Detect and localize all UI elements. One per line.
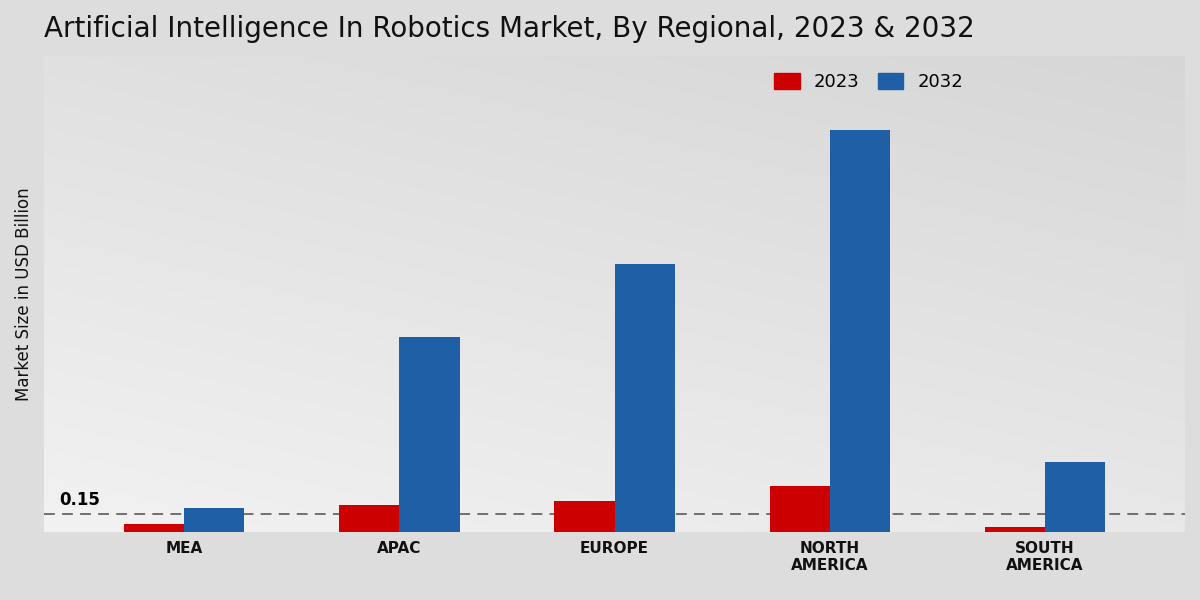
Text: Artificial Intelligence In Robotics Market, By Regional, 2023 & 2032: Artificial Intelligence In Robotics Mark… (44, 15, 974, 43)
Bar (830, 130, 890, 532)
Text: 0.15: 0.15 (59, 491, 100, 509)
Bar (184, 508, 245, 532)
Bar (554, 500, 614, 532)
Bar (769, 486, 830, 532)
Bar (614, 264, 674, 532)
Bar (985, 527, 1045, 532)
Legend: 2023, 2032: 2023, 2032 (767, 65, 971, 98)
Bar (124, 524, 184, 532)
Bar (1045, 461, 1105, 532)
Bar (340, 505, 400, 532)
Y-axis label: Market Size in USD Billion: Market Size in USD Billion (14, 188, 34, 401)
Bar (400, 337, 460, 532)
